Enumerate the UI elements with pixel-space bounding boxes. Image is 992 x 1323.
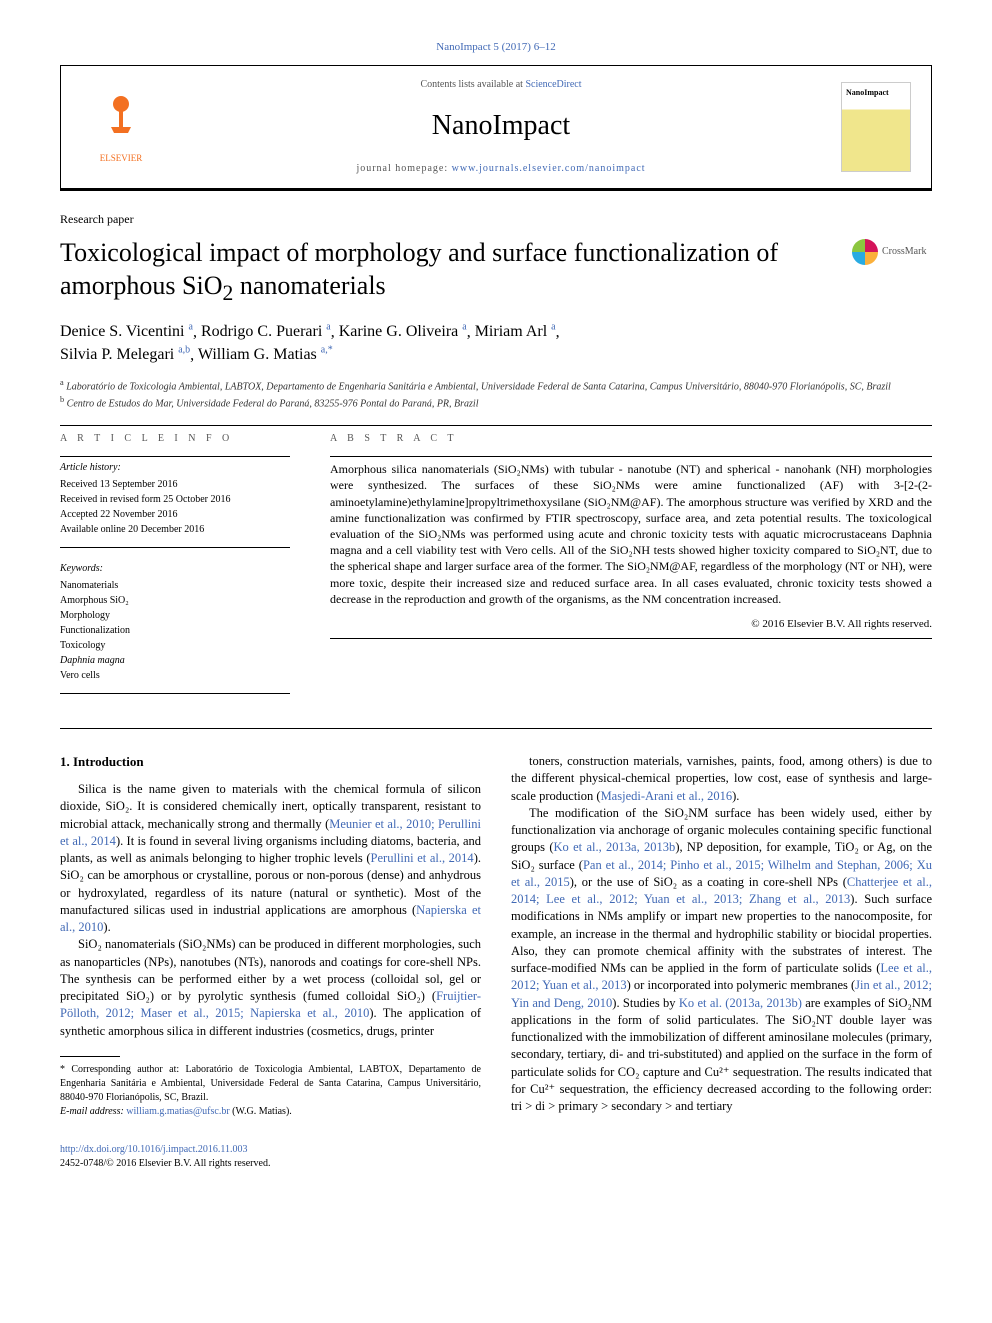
keywords-heading: Keywords: (60, 562, 290, 576)
header-center: Contents lists available at ScienceDirec… (161, 78, 841, 175)
paper-title: Toxicological impact of morphology and s… (60, 237, 832, 307)
body-paragraph: The modification of the SiO₂NM surface h… (511, 805, 932, 1116)
keyword: Functionalization (60, 623, 290, 638)
citation-link[interactable]: Ko et al., 2013a, 2013b (554, 840, 676, 854)
citation-link[interactable]: Masjedi-Arani et al., 2016 (601, 789, 733, 803)
authors-list: Denice S. Vicentini a, Rodrigo C. Puerar… (60, 321, 932, 366)
corresponding-author-footnote: * Corresponding author at: Laboratório d… (60, 1063, 481, 1119)
keyword: Vero cells (60, 668, 290, 683)
history-entry: Available online 20 December 2016 (60, 522, 290, 537)
journal-header: ELSEVIER Contents lists available at Sci… (60, 65, 932, 190)
keyword: Daphnia magna (60, 653, 290, 668)
section-rule (60, 425, 932, 426)
author: Miriam Arl a (475, 323, 556, 340)
body-paragraph: toners, construction materials, varnishe… (511, 753, 932, 805)
page-footer: http://dx.doi.org/10.1016/j.impact.2016.… (60, 1143, 932, 1171)
author: Silvia P. Melegari a,b (60, 346, 190, 363)
citation-link[interactable]: Ko et al. (2013a, 2013b) (679, 996, 802, 1010)
homepage-prefix: journal homepage: (356, 163, 451, 174)
keyword: Morphology (60, 608, 290, 623)
citation-link[interactable]: NanoImpact 5 (2017) 6–12 (436, 41, 555, 53)
author: William G. Matias a,* (198, 346, 333, 363)
journal-homepage-link[interactable]: www.journals.elsevier.com/nanoimpact (452, 163, 646, 174)
journal-citation: NanoImpact 5 (2017) 6–12 (60, 40, 932, 55)
history-entry: Received 13 September 2016 (60, 477, 290, 492)
article-info-label: a r t i c l e i n f o (60, 432, 290, 446)
publisher-logo: ELSEVIER (81, 87, 161, 167)
keyword: Amorphous SiO₂ (60, 593, 290, 608)
body-columns: 1. Introduction Silica is the name given… (60, 753, 932, 1119)
keyword: Toxicology (60, 638, 290, 653)
issn-copyright: 2452-0748/© 2016 Elsevier B.V. All right… (60, 1158, 270, 1169)
author: Rodrigo C. Puerari a (201, 323, 331, 340)
abstract-label: a b s t r a c t (330, 432, 932, 446)
citation-link[interactable]: Perullini et al., 2014 (371, 851, 474, 865)
paper-type: Research paper (60, 211, 932, 228)
crossmark-badge[interactable]: CrossMark (852, 237, 932, 267)
history-entry: Accepted 22 November 2016 (60, 507, 290, 522)
author: Karine G. Oliveira a (339, 323, 467, 340)
affiliations: a Laboratório de Toxicologia Ambiental, … (60, 377, 932, 412)
history-entry: Received in revised form 25 October 2016 (60, 492, 290, 507)
abstract-copyright: © 2016 Elsevier B.V. All rights reserved… (330, 617, 932, 632)
journal-name: NanoImpact (161, 106, 841, 145)
section-rule (60, 728, 932, 729)
body-paragraph: Silica is the name given to materials wi… (60, 781, 481, 936)
abstract-column: a b s t r a c t Amorphous silica nanomat… (330, 432, 932, 698)
article-info-column: a r t i c l e i n f o Article history: R… (60, 432, 290, 698)
crossmark-icon (852, 239, 878, 265)
body-paragraph: SiO₂ nanomaterials (SiO₂NMs) can be prod… (60, 936, 481, 1040)
sciencedirect-link[interactable]: ScienceDirect (525, 79, 581, 90)
email-link[interactable]: william.g.matias@ufsc.br (126, 1106, 229, 1117)
abstract-text: Amorphous silica nanomaterials (SiO₂NMs)… (330, 461, 932, 607)
doi-link[interactable]: http://dx.doi.org/10.1016/j.impact.2016.… (60, 1144, 248, 1155)
journal-cover-thumbnail: NanoImpact (841, 82, 911, 172)
keyword: Nanomaterials (60, 578, 290, 593)
publisher-name: ELSEVIER (100, 152, 143, 165)
elsevier-tree-icon (96, 89, 146, 152)
history-heading: Article history: (60, 461, 290, 475)
author: Denice S. Vicentini a (60, 323, 193, 340)
contents-prefix: Contents lists available at (420, 79, 525, 90)
footnote-separator (60, 1056, 120, 1057)
section-heading-intro: 1. Introduction (60, 753, 481, 771)
